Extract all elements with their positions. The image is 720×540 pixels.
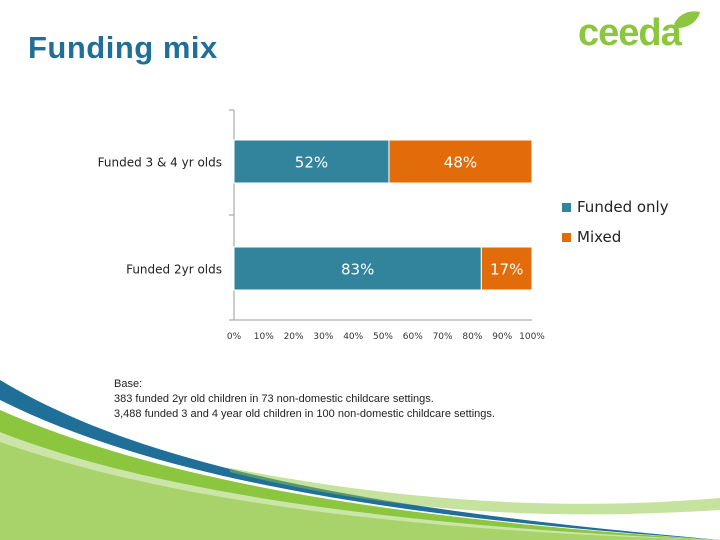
slide-title: Funding mix (28, 30, 218, 65)
x-tick-label: 90% (492, 332, 512, 342)
base-line-2yr: 383 funded 2yr old children in 73 non-do… (114, 393, 434, 405)
bar-mixed (480, 246, 533, 291)
bar-funded-only (233, 246, 482, 291)
bar-data-label: 83% (341, 261, 374, 279)
legend-swatch (562, 233, 571, 242)
x-tick-label: 80% (462, 332, 482, 342)
legend-label: Mixed (577, 228, 621, 246)
x-tick-label: 60% (403, 332, 423, 342)
legend-swatch (562, 203, 571, 212)
x-tick-label: 30% (313, 332, 333, 342)
logo-wordmark: ceeda (578, 12, 682, 54)
x-tick-label: 70% (433, 332, 453, 342)
bar-data-label: 48% (444, 154, 477, 172)
base-line-3-4yr: 3,488 funded 3 and 4 year old children i… (114, 408, 495, 420)
leaf-icon (674, 11, 700, 28)
category-label: Funded 3 & 4 yr olds (98, 156, 222, 170)
legend-label: Funded only (577, 198, 669, 216)
x-tick-label: 50% (373, 332, 393, 342)
bar-funded-only (233, 139, 390, 184)
decorative-swoosh (0, 380, 720, 540)
bar-data-label: 52% (295, 154, 328, 172)
x-tick-label: 10% (254, 332, 274, 342)
x-tick-label: 100% (519, 332, 545, 342)
x-tick-label: 0% (227, 332, 242, 342)
bar-data-label: 17% (490, 261, 523, 279)
bar-mixed (388, 139, 533, 184)
base-heading: Base: (114, 378, 143, 390)
category-label: Funded 2yr olds (126, 263, 222, 277)
ceeda-logo: ceeda (578, 10, 703, 55)
x-tick-label: 40% (343, 332, 363, 342)
x-tick-label: 20% (284, 332, 304, 342)
base-note: Base: 383 funded 2yr old children in 73 … (114, 377, 495, 422)
